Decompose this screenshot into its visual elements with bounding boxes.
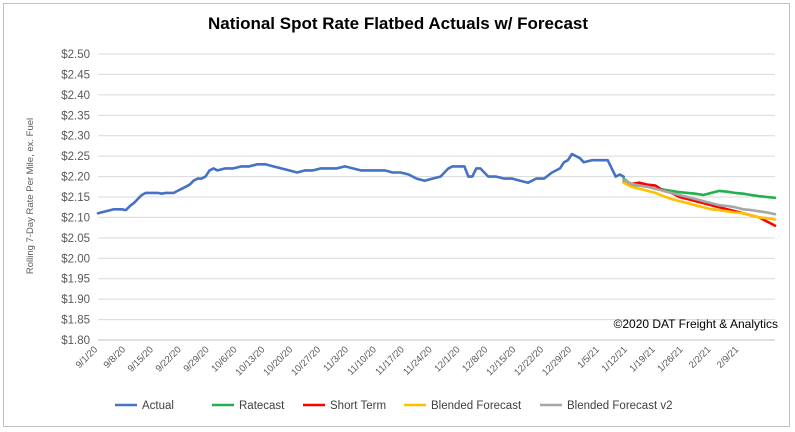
y-axis-label: Rolling 7-Day Rate Per Mile, ex. Fuel: [25, 118, 36, 274]
x-tick-label: 12/1/20: [432, 344, 462, 374]
legend: Actual Ratecast Short Term Blended Forecast…: [115, 400, 672, 412]
y-tick-label: $2.45: [61, 69, 90, 81]
y-tick-label: $1.95: [61, 274, 90, 286]
series-line-blended-forecast-v2: [622, 178, 777, 216]
x-tick-label: 10/27/20: [289, 344, 323, 378]
y-tick-label: $2.05: [61, 233, 90, 245]
x-tick-label: 2/9/21: [715, 344, 741, 370]
y-tick-label: $2.10: [61, 212, 90, 224]
x-axis-ticks: 9/1/20 9/8/209/15/209/22/209/29/2010/6/20…: [74, 344, 742, 378]
y-tick-label: $2.40: [61, 90, 90, 102]
x-tick-label: 9/1/20: [74, 344, 100, 370]
y-tick-label: $1.80: [61, 335, 90, 347]
legend-label-blended-forecast: Blended Forecast: [431, 400, 522, 412]
series-line-ratecast: [622, 177, 777, 200]
x-tick-label: 12/15/20: [484, 344, 518, 378]
y-tick-label: $2.20: [61, 172, 90, 184]
legend-label-actual: Actual: [142, 400, 174, 412]
x-tick-label: 12/22/20: [512, 344, 546, 378]
series-line-blended-forecast: [622, 181, 777, 221]
series-line-actual: [96, 152, 626, 215]
x-tick-label: 11/17/20: [373, 344, 406, 377]
y-tick-label: $2.00: [61, 253, 90, 265]
x-tick-label: 9/15/20: [126, 344, 156, 374]
x-tick-label: 10/20/20: [261, 344, 295, 378]
y-axis-ticks: $2.50 $2.45 $2.40 $2.35 $2.30 $2.25 $2.20 $2.15…: [61, 49, 90, 347]
y-tick-label: $1.85: [61, 315, 90, 327]
x-tick-label: 12/29/20: [540, 344, 574, 378]
chart-frame: [3, 3, 790, 427]
x-tick-label: 11/10/20: [345, 344, 378, 377]
y-tick-label: $2.35: [61, 110, 90, 122]
x-tick-label: 1/19/21: [627, 344, 657, 374]
x-tick-label: 9/22/20: [154, 344, 184, 374]
y-tick-label: $2.25: [61, 151, 90, 163]
x-tick-label: 1/5/21: [575, 344, 601, 370]
x-tick-label: 1/12/21: [600, 344, 630, 374]
x-tick-label: 11/24/20: [401, 344, 434, 377]
chart-title: National Spot Rate Flatbed Actuals w/ Fo…: [208, 14, 588, 33]
x-tick-label: 2/2/21: [687, 344, 713, 370]
gridlines: [98, 53, 775, 341]
x-tick-label: 10/13/20: [233, 344, 267, 378]
legend-label-short-term: Short Term: [330, 400, 386, 412]
y-tick-label: $1.90: [61, 294, 90, 306]
series-lines: [96, 152, 777, 227]
y-tick-label: $2.15: [61, 192, 90, 204]
x-tick-label: 9/8/20: [102, 344, 128, 370]
x-tick-label: 1/26/21: [655, 344, 685, 374]
copyright-text: ©2020 DAT Freight & Analytics: [614, 317, 778, 331]
legend-label-ratecast: Ratecast: [239, 400, 285, 412]
x-tick-label: 9/29/20: [181, 344, 211, 374]
y-tick-label: $2.30: [61, 131, 90, 143]
legend-label-blended-forecast-v2: Blended Forecast v2: [567, 400, 672, 412]
y-tick-label: $2.50: [61, 49, 90, 61]
